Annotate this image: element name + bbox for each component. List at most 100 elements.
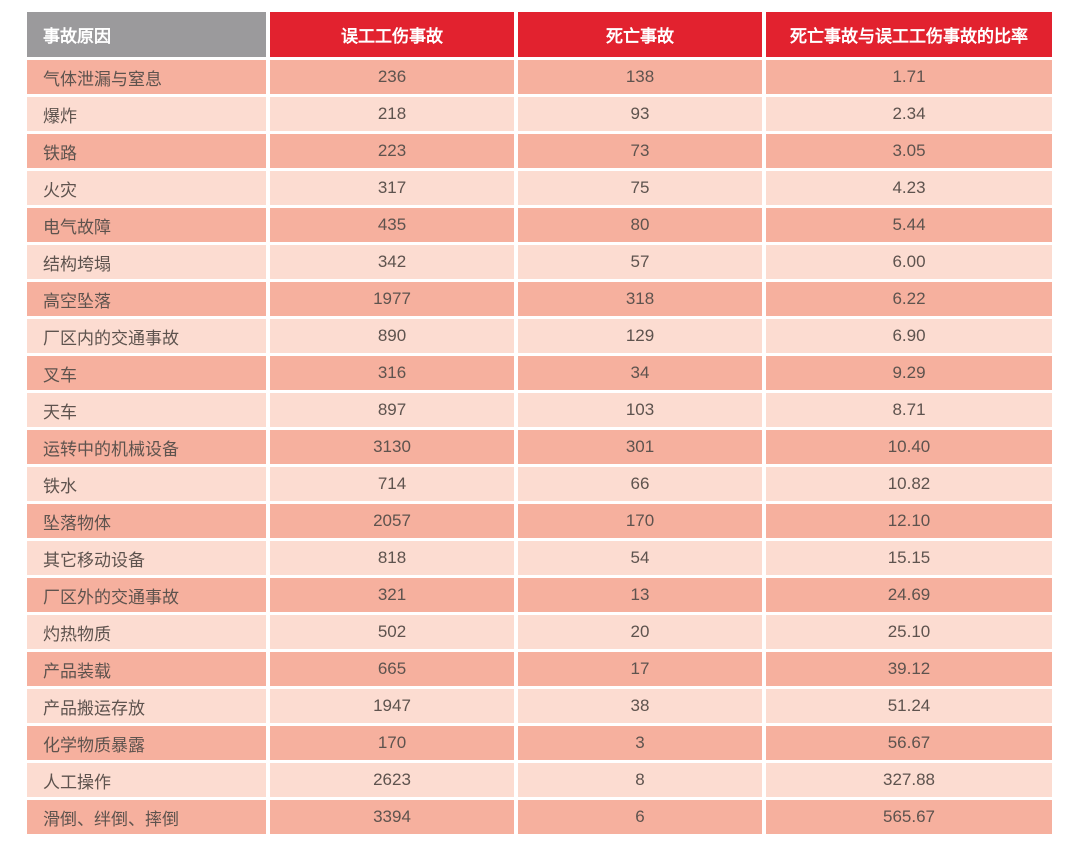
table-row: 爆炸 218 93 2.34 xyxy=(27,97,1052,131)
cause-cell: 产品装载 xyxy=(27,652,266,686)
cause-cell: 运转中的机械设备 xyxy=(27,430,266,464)
fatal-accidents-cell: 75 xyxy=(518,171,762,205)
table-row: 产品装载 665 17 39.12 xyxy=(27,652,1052,686)
ratio-cell: 15.15 xyxy=(766,541,1052,575)
ratio-cell: 4.23 xyxy=(766,171,1052,205)
table-row: 结构垮塌 342 57 6.00 xyxy=(27,245,1052,279)
ratio-cell: 24.69 xyxy=(766,578,1052,612)
fatal-accidents-cell: 6 xyxy=(518,800,762,834)
fatal-accidents-cell: 38 xyxy=(518,689,762,723)
ratio-cell: 56.67 xyxy=(766,726,1052,760)
fatal-accidents-cell: 73 xyxy=(518,134,762,168)
fatal-accidents-cell: 318 xyxy=(518,282,762,316)
lost-time-injuries-cell: 714 xyxy=(270,467,514,501)
column-header-cause: 事故原因 xyxy=(27,12,266,57)
cause-cell: 爆炸 xyxy=(27,97,266,131)
ratio-cell: 9.29 xyxy=(766,356,1052,390)
accident-table: 事故原因 误工工伤事故 死亡事故 死亡事故与误工工伤事故的比率 气体泄漏与窒息 … xyxy=(23,9,1056,837)
column-header-lost-time-injuries: 误工工伤事故 xyxy=(270,12,514,57)
table-row: 滑倒、绊倒、摔倒 3394 6 565.67 xyxy=(27,800,1052,834)
fatal-accidents-cell: 54 xyxy=(518,541,762,575)
table-body: 气体泄漏与窒息 236 138 1.71 爆炸 218 93 2.34 铁路 2… xyxy=(27,60,1052,834)
lost-time-injuries-cell: 665 xyxy=(270,652,514,686)
fatal-accidents-cell: 8 xyxy=(518,763,762,797)
fatal-accidents-cell: 34 xyxy=(518,356,762,390)
fatal-accidents-cell: 80 xyxy=(518,208,762,242)
table-row: 化学物质暴露 170 3 56.67 xyxy=(27,726,1052,760)
table-row: 坠落物体 2057 170 12.10 xyxy=(27,504,1052,538)
fatal-accidents-cell: 93 xyxy=(518,97,762,131)
ratio-cell: 2.34 xyxy=(766,97,1052,131)
lost-time-injuries-cell: 435 xyxy=(270,208,514,242)
fatal-accidents-cell: 170 xyxy=(518,504,762,538)
column-header-fatal-accidents: 死亡事故 xyxy=(518,12,762,57)
lost-time-injuries-cell: 2623 xyxy=(270,763,514,797)
lost-time-injuries-cell: 218 xyxy=(270,97,514,131)
lost-time-injuries-cell: 890 xyxy=(270,319,514,353)
fatal-accidents-cell: 3 xyxy=(518,726,762,760)
cause-cell: 气体泄漏与窒息 xyxy=(27,60,266,94)
cause-cell: 滑倒、绊倒、摔倒 xyxy=(27,800,266,834)
lost-time-injuries-cell: 502 xyxy=(270,615,514,649)
table-row: 铁路 223 73 3.05 xyxy=(27,134,1052,168)
header-row: 事故原因 误工工伤事故 死亡事故 死亡事故与误工工伤事故的比率 xyxy=(27,12,1052,57)
fatal-accidents-cell: 138 xyxy=(518,60,762,94)
lost-time-injuries-cell: 3130 xyxy=(270,430,514,464)
cause-cell: 产品搬运存放 xyxy=(27,689,266,723)
lost-time-injuries-cell: 317 xyxy=(270,171,514,205)
fatal-accidents-cell: 301 xyxy=(518,430,762,464)
cause-cell: 火灾 xyxy=(27,171,266,205)
lost-time-injuries-cell: 1977 xyxy=(270,282,514,316)
ratio-cell: 39.12 xyxy=(766,652,1052,686)
fatal-accidents-cell: 66 xyxy=(518,467,762,501)
cause-cell: 结构垮塌 xyxy=(27,245,266,279)
fatal-accidents-cell: 103 xyxy=(518,393,762,427)
lost-time-injuries-cell: 236 xyxy=(270,60,514,94)
cause-cell: 人工操作 xyxy=(27,763,266,797)
ratio-cell: 10.40 xyxy=(766,430,1052,464)
lost-time-injuries-cell: 818 xyxy=(270,541,514,575)
page: 事故原因 误工工伤事故 死亡事故 死亡事故与误工工伤事故的比率 气体泄漏与窒息 … xyxy=(23,9,1056,837)
table-header: 事故原因 误工工伤事故 死亡事故 死亡事故与误工工伤事故的比率 xyxy=(27,12,1052,57)
ratio-cell: 3.05 xyxy=(766,134,1052,168)
column-header-ratio: 死亡事故与误工工伤事故的比率 xyxy=(766,12,1052,57)
ratio-cell: 25.10 xyxy=(766,615,1052,649)
ratio-cell: 12.10 xyxy=(766,504,1052,538)
table-row: 厂区外的交通事故 321 13 24.69 xyxy=(27,578,1052,612)
ratio-cell: 8.71 xyxy=(766,393,1052,427)
ratio-cell: 6.22 xyxy=(766,282,1052,316)
table-row: 灼热物质 502 20 25.10 xyxy=(27,615,1052,649)
cause-cell: 化学物质暴露 xyxy=(27,726,266,760)
cause-cell: 坠落物体 xyxy=(27,504,266,538)
table-row: 天车 897 103 8.71 xyxy=(27,393,1052,427)
lost-time-injuries-cell: 342 xyxy=(270,245,514,279)
lost-time-injuries-cell: 3394 xyxy=(270,800,514,834)
table-row: 气体泄漏与窒息 236 138 1.71 xyxy=(27,60,1052,94)
fatal-accidents-cell: 57 xyxy=(518,245,762,279)
table-row: 运转中的机械设备 3130 301 10.40 xyxy=(27,430,1052,464)
ratio-cell: 51.24 xyxy=(766,689,1052,723)
cause-cell: 铁路 xyxy=(27,134,266,168)
cause-cell: 天车 xyxy=(27,393,266,427)
ratio-cell: 1.71 xyxy=(766,60,1052,94)
ratio-cell: 10.82 xyxy=(766,467,1052,501)
fatal-accidents-cell: 20 xyxy=(518,615,762,649)
lost-time-injuries-cell: 316 xyxy=(270,356,514,390)
table-row: 产品搬运存放 1947 38 51.24 xyxy=(27,689,1052,723)
cause-cell: 叉车 xyxy=(27,356,266,390)
cause-cell: 高空坠落 xyxy=(27,282,266,316)
lost-time-injuries-cell: 2057 xyxy=(270,504,514,538)
cause-cell: 铁水 xyxy=(27,467,266,501)
ratio-cell: 327.88 xyxy=(766,763,1052,797)
table-row: 火灾 317 75 4.23 xyxy=(27,171,1052,205)
table-row: 其它移动设备 818 54 15.15 xyxy=(27,541,1052,575)
lost-time-injuries-cell: 1947 xyxy=(270,689,514,723)
table-row: 叉车 316 34 9.29 xyxy=(27,356,1052,390)
cause-cell: 厂区外的交通事故 xyxy=(27,578,266,612)
lost-time-injuries-cell: 897 xyxy=(270,393,514,427)
lost-time-injuries-cell: 223 xyxy=(270,134,514,168)
table-row: 铁水 714 66 10.82 xyxy=(27,467,1052,501)
ratio-cell: 6.00 xyxy=(766,245,1052,279)
cause-cell: 电气故障 xyxy=(27,208,266,242)
lost-time-injuries-cell: 170 xyxy=(270,726,514,760)
